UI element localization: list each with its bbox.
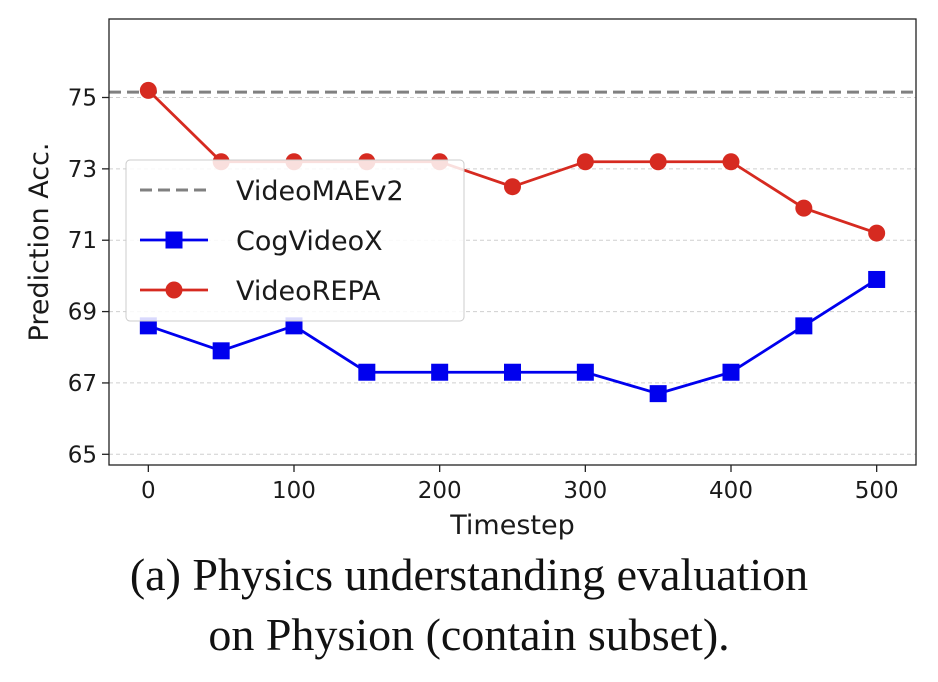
point-cogvideox	[139, 317, 157, 335]
x-tick-label: 500	[855, 478, 899, 504]
legend: VideoMAEv2 CogVideoX VideoREPA	[125, 159, 465, 322]
x-tick-label: 200	[418, 478, 462, 504]
point-cogvideox	[576, 363, 594, 381]
x-axis-ticks: 0 100 200 300 400 500	[141, 465, 899, 504]
legend-label-videorepa: VideoREPA	[236, 276, 381, 307]
point-cogvideox	[868, 270, 886, 288]
legend-label-videomaev2: VideoMAEv2	[236, 176, 404, 207]
point-videorepa	[139, 81, 157, 99]
point-videorepa	[868, 224, 886, 242]
point-cogvideox	[795, 317, 813, 335]
point-videorepa	[649, 153, 667, 171]
legend-marker-videorepa	[165, 281, 183, 299]
y-tick-label: 71	[68, 228, 97, 254]
point-cogvideox	[285, 317, 303, 335]
y-tick-label: 69	[68, 300, 97, 326]
y-axis-ticks: 65 67 69 71 73 75	[68, 85, 109, 468]
y-axis-title: Prediction Acc.	[24, 143, 55, 342]
point-videorepa	[722, 153, 740, 171]
plot-frame	[108, 18, 917, 466]
legend-marker-cogvideox	[165, 231, 183, 249]
point-videorepa	[576, 153, 594, 171]
point-cogvideox	[504, 363, 521, 381]
caption-line-2: on Physion (contain subset).	[208, 609, 730, 660]
x-axis-title: Timestep	[449, 510, 574, 541]
x-tick-label: 0	[141, 478, 156, 504]
point-cogvideox	[358, 363, 376, 381]
y-tick-label: 75	[68, 85, 97, 111]
legend-box	[125, 159, 465, 322]
x-tick-label: 400	[709, 478, 753, 504]
x-tick-label: 300	[563, 478, 607, 504]
x-tick-label: 100	[272, 478, 316, 504]
point-videorepa	[795, 199, 813, 217]
point-videorepa	[504, 178, 521, 196]
point-cogvideox	[212, 342, 230, 360]
caption-line-1: (a) Physics understanding evaluation	[129, 549, 809, 600]
point-cogvideox	[431, 363, 449, 381]
point-cogvideox	[649, 385, 667, 403]
y-tick-label: 67	[68, 371, 97, 397]
point-cogvideox	[722, 363, 740, 381]
y-tick-label: 65	[68, 442, 97, 468]
y-tick-label: 73	[68, 157, 97, 183]
legend-label-cogvideox: CogVideoX	[236, 226, 383, 257]
